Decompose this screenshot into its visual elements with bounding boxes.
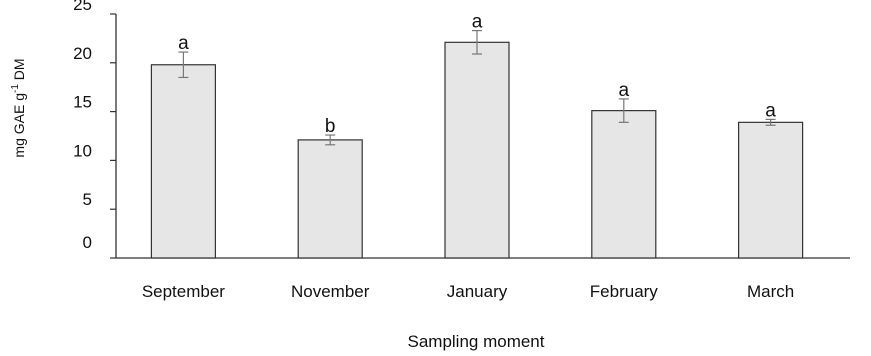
bars: a b a a a (150, 12, 804, 259)
x-tick-label: February (590, 282, 659, 301)
x-tick-label: March (747, 282, 794, 301)
y-ticks: 0 5 10 15 20 25 (73, 0, 116, 259)
bar (150, 64, 216, 259)
axes: 0 5 10 15 20 25 (73, 0, 850, 259)
y-tick-label: 10 (73, 141, 92, 160)
y-axis-label: mg GAE g-1 DM (10, 58, 27, 157)
bar (444, 41, 510, 259)
x-tick-label: September (142, 282, 225, 301)
y-tick-label: 0 (83, 233, 92, 252)
y-tick-label: 20 (73, 44, 92, 63)
y-tick-label: 5 (83, 190, 92, 209)
significance-letter: a (472, 12, 483, 33)
x-tick-label: January (447, 282, 508, 301)
significance-letter: a (178, 33, 189, 54)
bar (737, 121, 804, 259)
significance-letter: b (325, 116, 336, 137)
x-axis-label: Sampling moment (407, 332, 544, 351)
y-tick-label: 15 (73, 93, 92, 112)
y-axis-label-main: mg GAE g (11, 93, 27, 158)
y-axis-label-unit: DM (11, 58, 27, 84)
y-axis-label-superscript: -1 (10, 84, 21, 93)
bar (591, 110, 657, 259)
bar (297, 139, 363, 259)
significance-letter: a (765, 100, 776, 121)
x-tick-label: November (291, 282, 370, 301)
x-tick-labels: September November January February March (142, 282, 794, 301)
y-tick-label: 25 (73, 0, 92, 14)
significance-letter: a (619, 80, 630, 101)
